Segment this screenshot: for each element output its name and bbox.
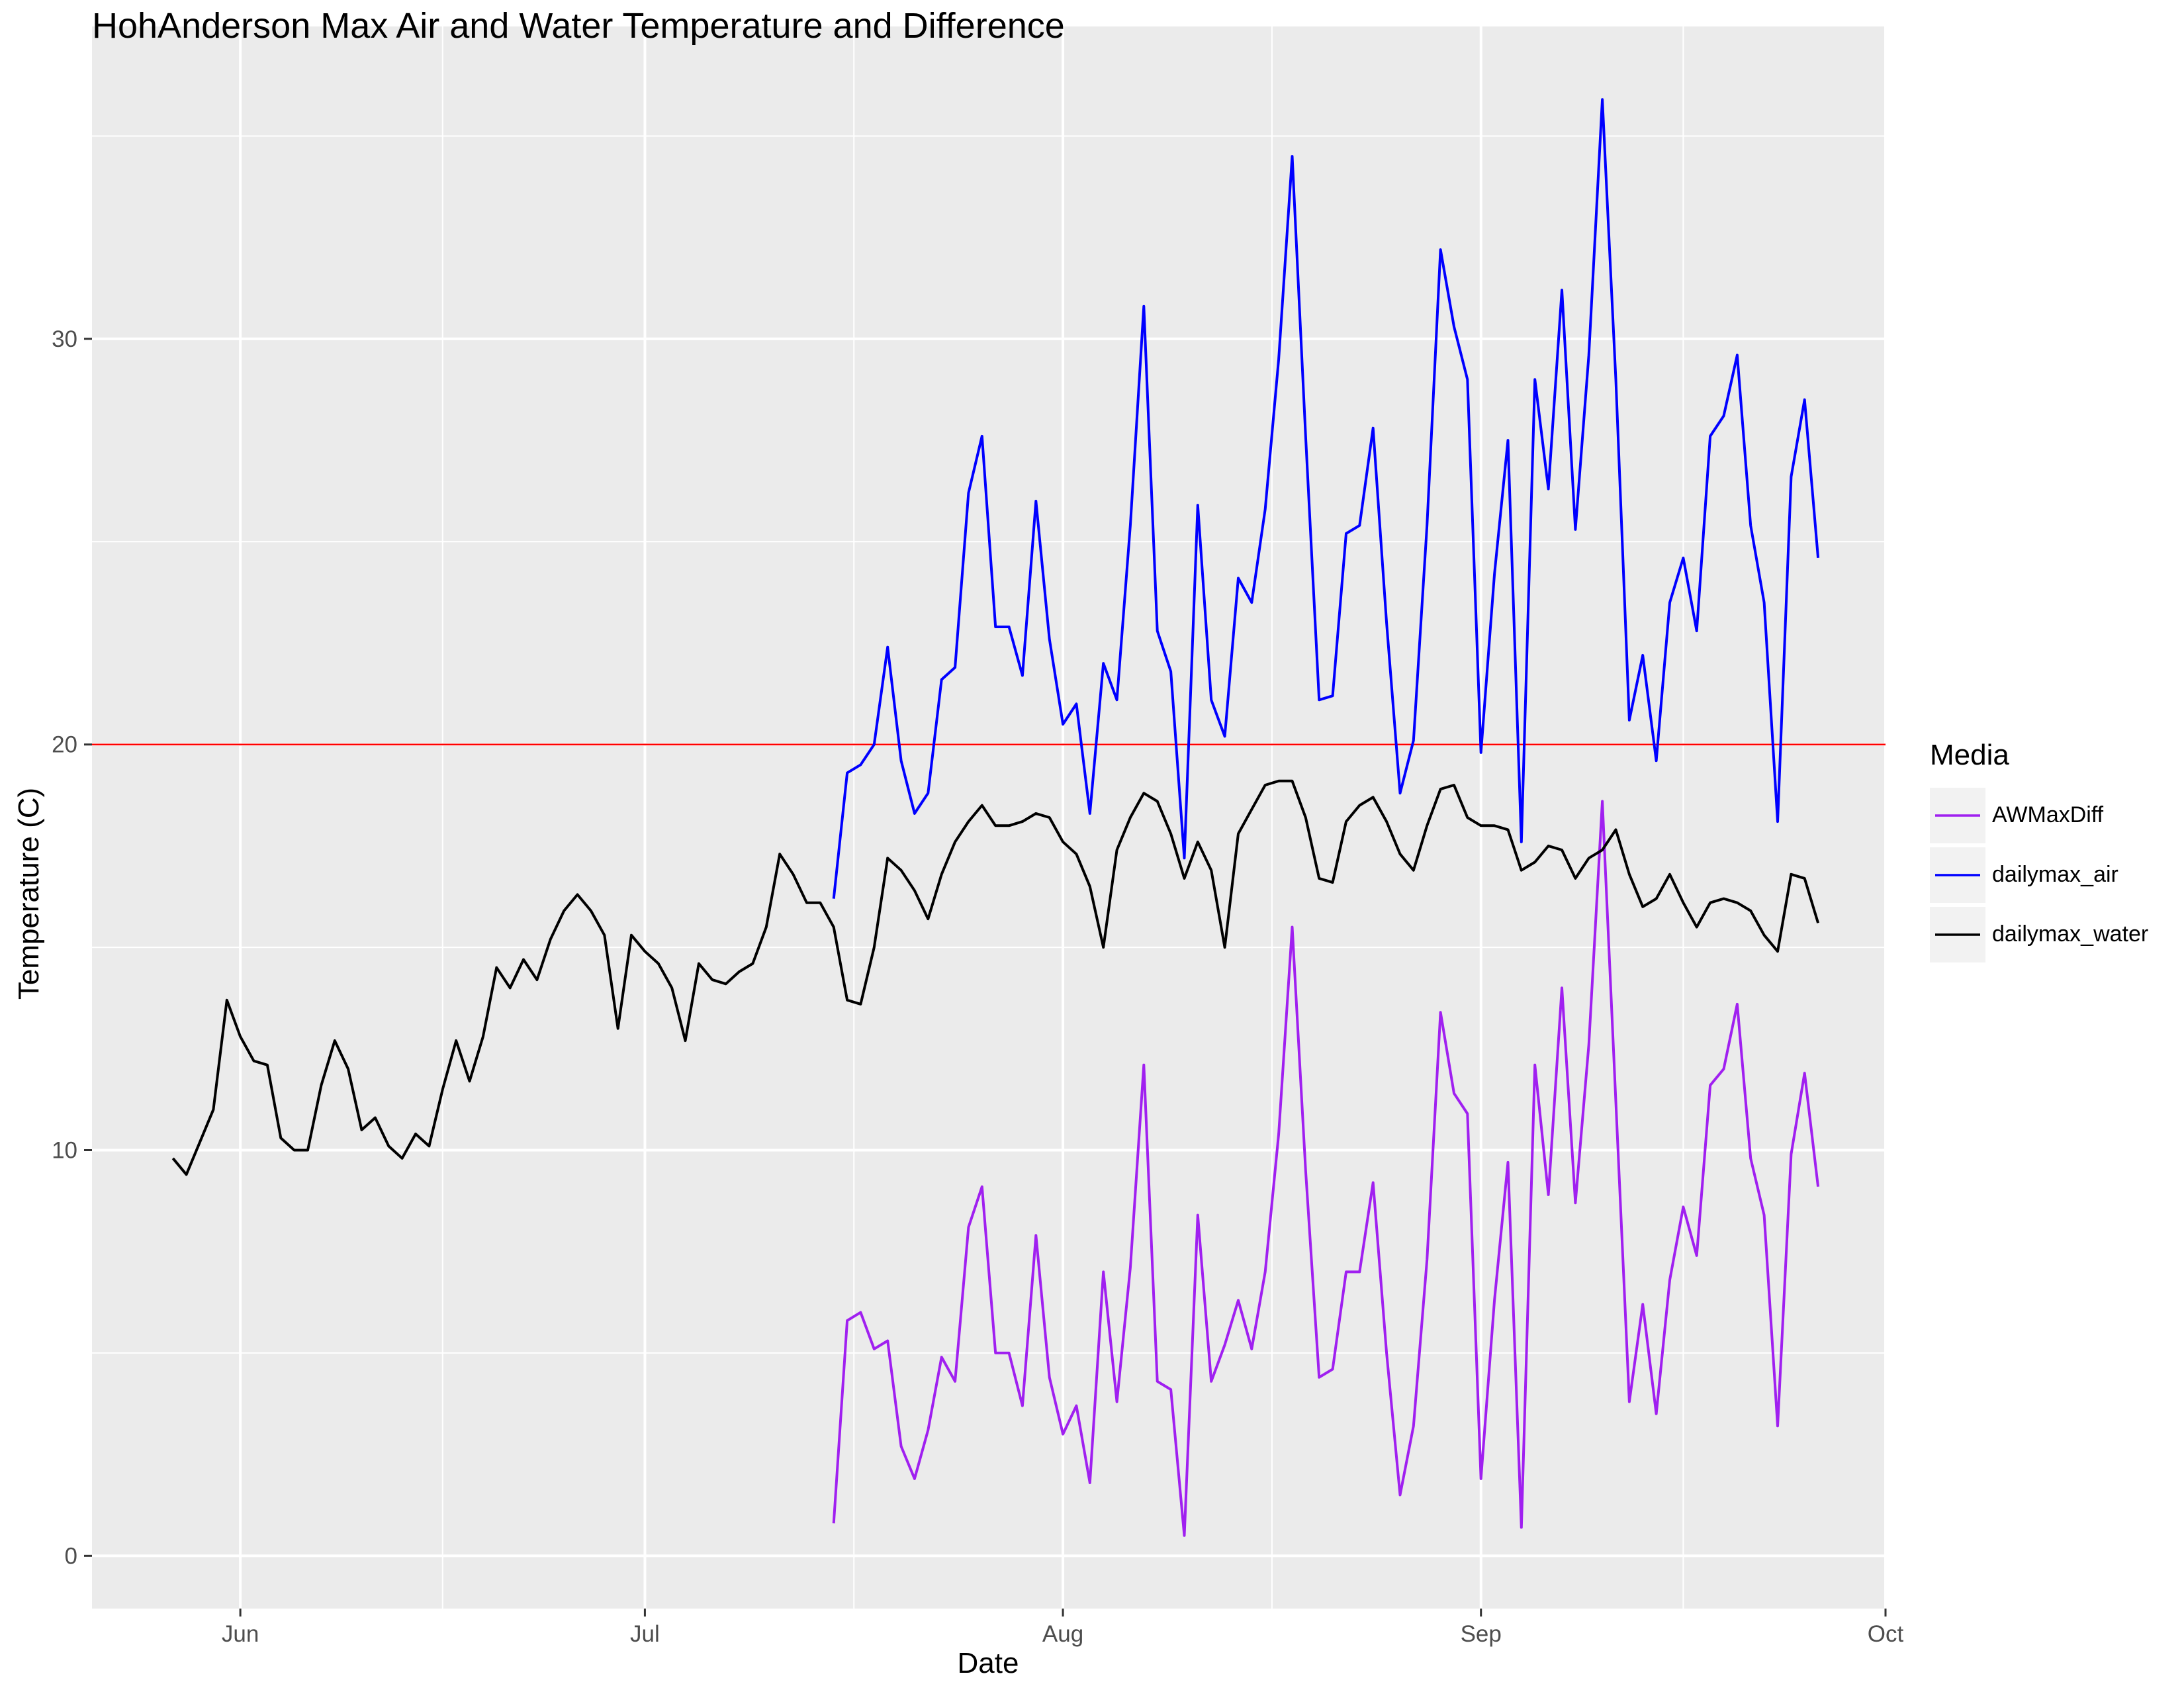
y-axis-title: Temperature (C): [13, 787, 45, 1000]
minor-gridlines: [92, 26, 1886, 1609]
y-tick-label-2: 20: [52, 732, 77, 758]
legend-label-dailymax-water: dailymax_water: [1992, 921, 2149, 947]
y-tick-label-0: 0: [65, 1543, 77, 1569]
legend-label-awmaxdiff: AWMaxDiff: [1992, 802, 2104, 827]
axes: Jun Jul Aug Sep Oct 0 10 20 30: [52, 326, 1903, 1647]
series-line-awmaxdiff: [832, 800, 1820, 1537]
x-tick-label-4: Oct: [1868, 1621, 1904, 1647]
legend: [1930, 788, 1985, 962]
series-lines: [171, 98, 1820, 1537]
series-line-dailymax-air: [832, 98, 1820, 899]
legend-title: Media: [1930, 739, 2009, 771]
x-tick-label-0: Jun: [222, 1621, 259, 1647]
y-tick-label-1: 10: [52, 1138, 77, 1164]
y-tick-label-3: 30: [52, 326, 77, 352]
x-tick-label-1: Jul: [630, 1621, 660, 1647]
legend-label-dailymax-air: dailymax_air: [1992, 862, 2118, 887]
x-tick-label-2: Aug: [1042, 1621, 1083, 1647]
chart-title: HohAnderson Max Air and Water Temperatur…: [92, 6, 1065, 46]
x-axis-title: Date: [957, 1647, 1019, 1679]
series-line-dailymax-water: [171, 779, 1820, 1176]
x-tick-label-3: Sep: [1461, 1621, 1502, 1647]
